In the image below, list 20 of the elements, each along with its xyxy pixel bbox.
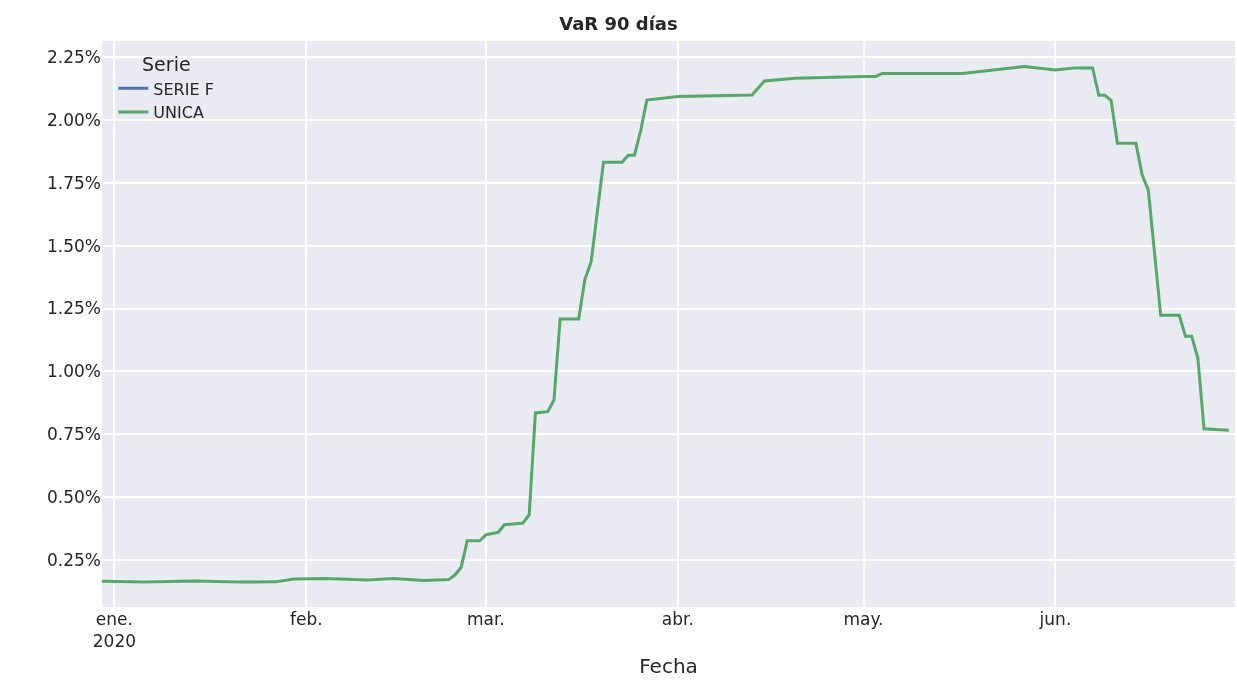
x-tick-label: abr. [661, 609, 694, 629]
y-tick-label: 2.00% [46, 109, 101, 130]
y-tick-label: 0.25% [46, 549, 101, 570]
x-axis-title: Fecha [639, 653, 698, 678]
x-tick-label: jun. [1038, 609, 1072, 629]
x-tick-label: may. [843, 609, 884, 629]
chart-title: VaR 90 días [559, 12, 678, 34]
y-tick-label: 1.00% [46, 361, 101, 382]
x-tick-label: ene. 2020 [92, 609, 137, 652]
y-tick-label: 0.75% [46, 424, 101, 445]
legend-title: Serie [142, 53, 191, 76]
y-tick-label: 0.50% [46, 487, 101, 508]
y-tick-label: 1.25% [46, 298, 101, 319]
legend-label: UNICA [153, 103, 204, 123]
y-tick-label: 2.25% [46, 47, 101, 68]
y-tick-label: 1.50% [46, 235, 101, 256]
legend-label: SERIE F [153, 79, 214, 99]
y-tick-label: 1.75% [46, 172, 101, 193]
x-tick-label: mar. [466, 609, 505, 629]
x-tick-label: feb. [289, 609, 323, 629]
